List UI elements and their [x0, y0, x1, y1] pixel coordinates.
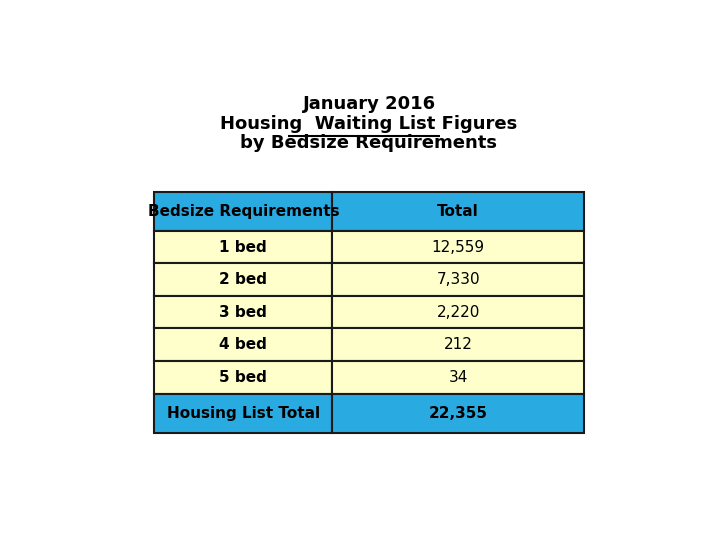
Text: 7,330: 7,330 [436, 272, 480, 287]
Bar [333, 394, 584, 433]
Bar [333, 328, 584, 361]
Bar [154, 192, 333, 231]
Bar [154, 328, 333, 361]
Text: 5 bed: 5 bed [220, 370, 267, 385]
Text: 2 bed: 2 bed [220, 272, 267, 287]
Bar [333, 192, 584, 231]
Text: 3 bed: 3 bed [220, 305, 267, 320]
Text: 22,355: 22,355 [428, 406, 487, 421]
Text: January 2016: January 2016 [302, 95, 436, 113]
Text: 4 bed: 4 bed [220, 338, 267, 352]
Text: Housing List Total: Housing List Total [167, 406, 320, 421]
Bar [333, 231, 584, 264]
Text: 212: 212 [444, 338, 472, 352]
Text: by Bedsize Requirements: by Bedsize Requirements [240, 134, 498, 152]
Text: 12,559: 12,559 [431, 240, 485, 254]
Bar [154, 264, 333, 296]
Text: 1 bed: 1 bed [220, 240, 267, 254]
Bar [154, 231, 333, 264]
Bar [333, 296, 584, 328]
Bar [333, 361, 584, 394]
Bar [333, 264, 584, 296]
Bar [154, 361, 333, 394]
Bar [154, 394, 333, 433]
Text: Bedsize Requirements: Bedsize Requirements [148, 204, 339, 219]
Text: Housing  Waiting List Figures: Housing Waiting List Figures [220, 115, 518, 133]
Text: Total: Total [437, 204, 479, 219]
Text: 2,220: 2,220 [436, 305, 480, 320]
Bar [154, 296, 333, 328]
Text: 34: 34 [449, 370, 468, 385]
